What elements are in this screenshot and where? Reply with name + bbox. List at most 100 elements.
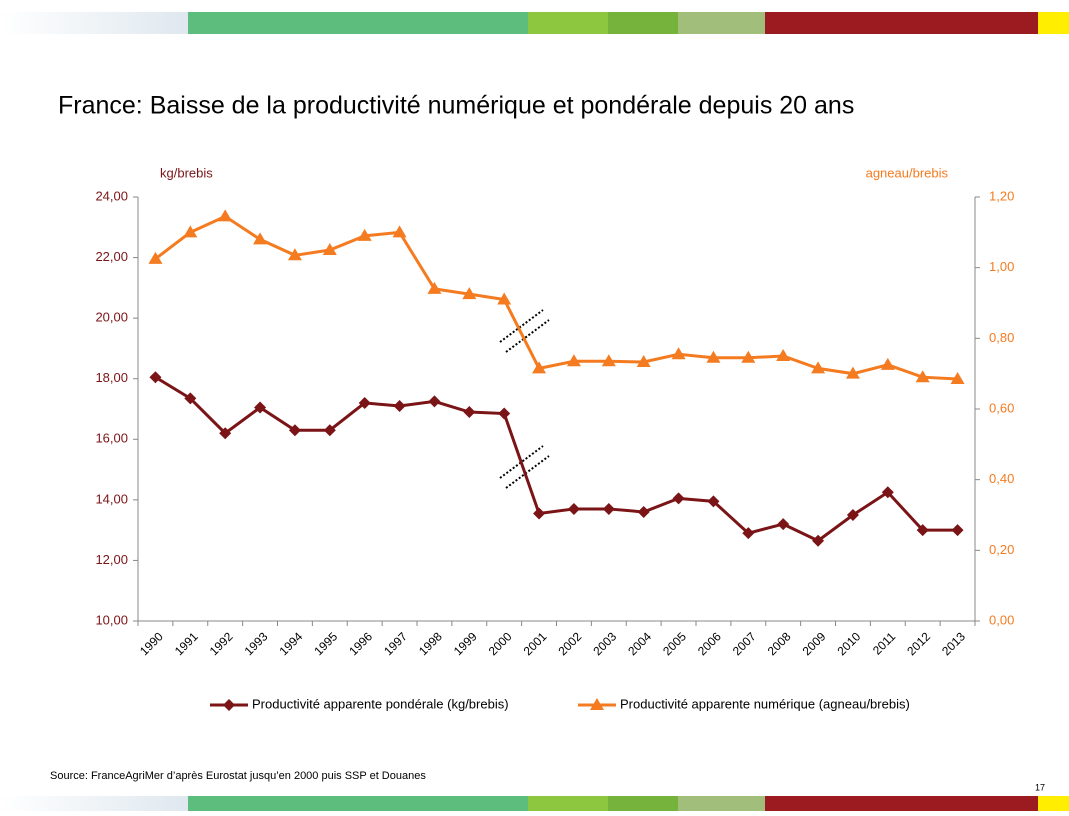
point [672, 492, 685, 505]
y2-tick-label: 1,20 [989, 188, 1014, 203]
x-tick-label: 1991 [172, 629, 201, 658]
x-tick-label: 2003 [590, 629, 619, 658]
point [916, 524, 929, 537]
y-tick-label: 10,00 [95, 612, 128, 627]
point [254, 401, 267, 414]
x-tick-label: 2008 [765, 629, 794, 658]
point [287, 248, 302, 261]
point [218, 209, 233, 222]
y-tick-label: 16,00 [95, 431, 128, 446]
point [497, 292, 512, 305]
y2-tick-label: 0,60 [989, 400, 1014, 415]
point [463, 406, 476, 419]
x-tick-label: 2013 [939, 629, 968, 658]
point [498, 407, 511, 420]
x-tick-label: 1990 [137, 629, 166, 658]
point [358, 396, 371, 409]
bottom-band [0, 796, 1069, 811]
x-tick-label: 2006 [695, 629, 724, 658]
point [149, 371, 162, 384]
y2-tick-label: 0,80 [989, 330, 1014, 345]
point [777, 518, 790, 531]
legend-marker [223, 699, 235, 711]
x-tick-label: 1998 [416, 629, 445, 658]
x-tick-label: 2011 [870, 629, 898, 657]
x-tick-label: 2005 [660, 629, 689, 658]
point [427, 281, 442, 294]
x-tick-label: 2009 [800, 629, 829, 658]
point [323, 424, 336, 437]
x-tick-label: 1996 [346, 629, 375, 658]
x-tick-label: 2004 [625, 629, 654, 658]
x-tick-label: 2010 [835, 629, 864, 658]
point [636, 355, 651, 368]
point [357, 228, 372, 241]
point [671, 347, 686, 360]
point [707, 495, 720, 508]
page-number: 17 [1035, 782, 1045, 792]
point [637, 505, 650, 518]
x-tick-label: 1995 [311, 629, 340, 658]
point [462, 287, 477, 300]
point [880, 357, 895, 370]
point [322, 243, 337, 255]
point [532, 361, 547, 374]
x-tick-label: 1993 [242, 629, 271, 658]
point [183, 225, 198, 238]
x-tick-label: 1992 [207, 629, 236, 658]
y-tick-label: 22,00 [95, 249, 128, 264]
point [915, 370, 930, 383]
y2-axis-label: agneau/brebis [866, 165, 949, 180]
point [741, 350, 756, 363]
point [567, 502, 580, 515]
point [393, 399, 406, 412]
point [776, 349, 791, 361]
axis-break [499, 309, 550, 489]
legend-marker [590, 698, 604, 710]
series-line [154, 214, 958, 381]
point [742, 527, 755, 540]
x-tick-label: 2002 [556, 629, 585, 658]
point [951, 524, 964, 537]
point [148, 251, 163, 264]
source: Source: FranceAgriMer d’après Eurostat j… [50, 770, 426, 782]
x-tick-label: 1999 [451, 629, 480, 658]
point [706, 350, 721, 363]
point [392, 225, 407, 238]
point [219, 427, 232, 440]
point [253, 232, 268, 245]
point [533, 507, 546, 520]
y-tick-label: 18,00 [95, 370, 128, 385]
point [811, 361, 826, 374]
y2-tick-label: 0,40 [989, 471, 1014, 486]
point [812, 534, 825, 547]
point [601, 354, 616, 367]
point [566, 354, 581, 367]
y-tick-label: 14,00 [95, 491, 128, 506]
point [288, 424, 301, 437]
point [602, 502, 615, 515]
point [950, 371, 965, 384]
point [846, 509, 859, 521]
y-tick-label: 24,00 [95, 188, 128, 203]
x-tick-label: 1997 [381, 629, 410, 658]
point [428, 395, 441, 408]
x-tick-label: 2012 [904, 629, 933, 658]
chart-title: France: Baisse de la productivité numéri… [58, 92, 854, 120]
x-tick-label: 1994 [277, 629, 306, 658]
point [184, 392, 197, 405]
top-band [0, 12, 1069, 34]
y-axis-label: kg/brebis [160, 165, 213, 180]
series-line [154, 375, 958, 543]
y-tick-label: 12,00 [95, 552, 128, 567]
y2-tick-label: 1,00 [989, 259, 1014, 274]
x-tick-label: 2001 [521, 629, 550, 658]
x-tick-label: 2000 [486, 629, 515, 658]
point [881, 486, 894, 499]
legend-label: Productivité apparente pondérale (kg/bre… [252, 696, 509, 711]
x-tick-label: 2007 [730, 629, 759, 658]
y-tick-label: 20,00 [95, 310, 128, 325]
y2-tick-label: 0,00 [989, 612, 1014, 627]
point [845, 366, 860, 379]
